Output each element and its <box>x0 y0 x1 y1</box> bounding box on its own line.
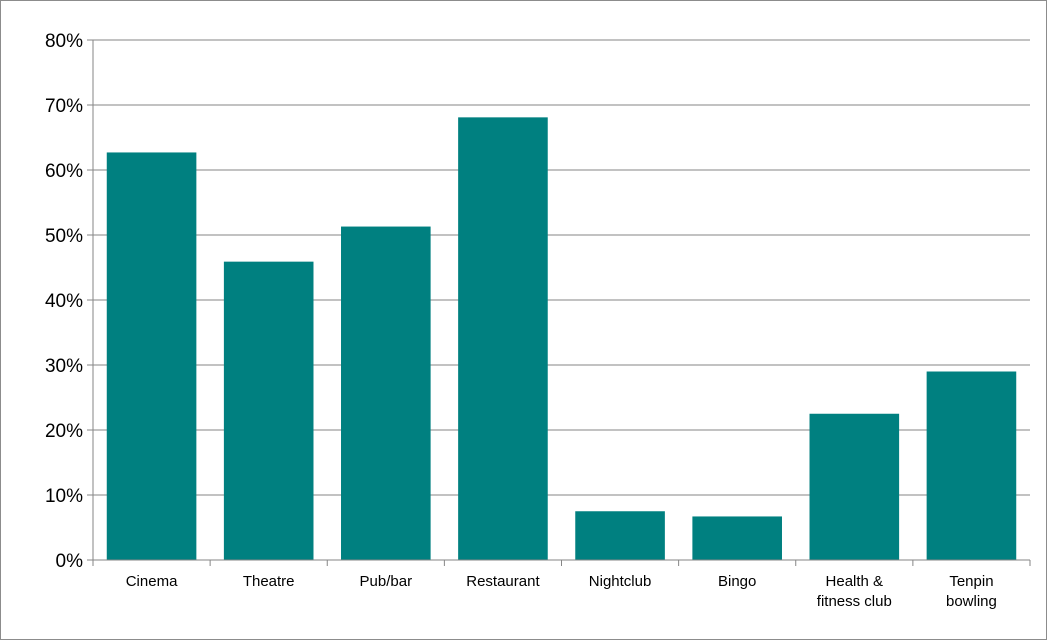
bar <box>341 226 431 561</box>
x-tick-label: Cinema <box>126 573 178 590</box>
y-tick-label: 0% <box>56 551 84 572</box>
y-tick-label: 80% <box>45 31 83 52</box>
y-tick-labels: 0% 10% 20% 30% 40% 50% 60% 70% 80% <box>45 31 83 572</box>
x-tick-labels: Cinema Theatre Pub/bar Restaurant Nightclub B… <box>126 573 997 610</box>
x-tick-label: Restaurant <box>466 573 540 590</box>
y-tick-label: 40% <box>45 291 83 312</box>
x-tick-label: Health & fitness club <box>817 573 892 610</box>
y-tick-label: 30% <box>45 356 83 377</box>
y-tick-label: 70% <box>45 96 83 117</box>
bars <box>106 117 1017 561</box>
x-tick-label: Pub/bar <box>360 573 413 590</box>
bar <box>809 413 900 560</box>
bar <box>223 261 314 560</box>
y-tick-label: 10% <box>45 486 83 507</box>
x-tick-label: Bingo <box>718 573 756 590</box>
bar <box>926 371 1017 560</box>
y-tick-label: 60% <box>45 161 83 182</box>
x-tick-label: Nightclub <box>589 573 652 590</box>
x-tick-label: Tenpin bowling <box>946 573 997 610</box>
axes <box>87 39 1031 566</box>
bar <box>692 516 782 560</box>
y-tick-label: 50% <box>45 226 83 247</box>
x-tick-label: Theatre <box>243 573 295 590</box>
bar <box>575 511 665 560</box>
bar <box>106 152 197 560</box>
y-tick-label: 20% <box>45 421 83 442</box>
bar <box>458 117 548 560</box>
